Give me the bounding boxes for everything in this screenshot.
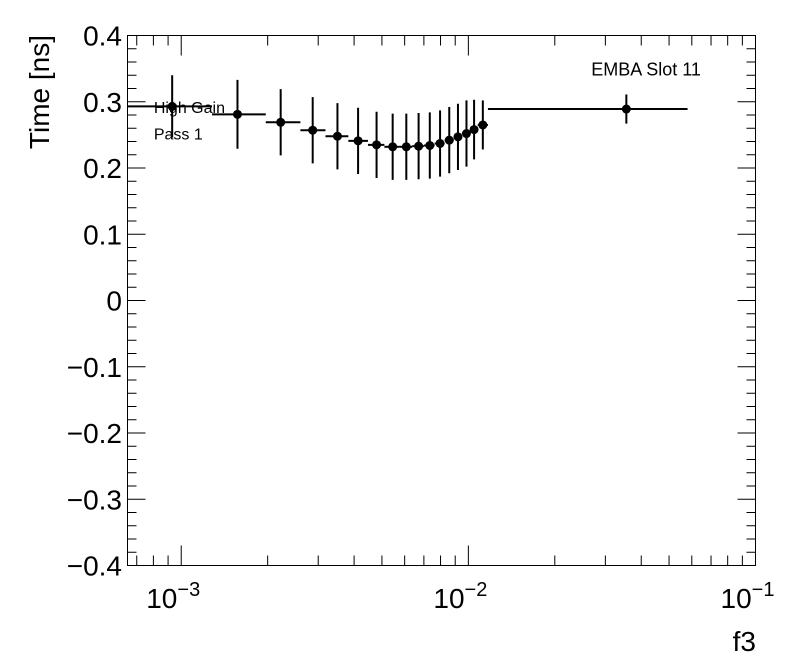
data-point bbox=[332, 131, 342, 141]
y-tick-label: 0 bbox=[106, 286, 122, 317]
data-point bbox=[388, 142, 398, 152]
annotation-text: High Gain bbox=[154, 100, 225, 117]
data-point bbox=[461, 129, 471, 139]
data-series bbox=[127, 75, 688, 180]
x-axis-ticks: 10−3 10−2 10−1 bbox=[136, 35, 775, 614]
y-tick-label: −0.1 bbox=[67, 352, 122, 383]
x-tick-label: 10−1 bbox=[721, 579, 775, 614]
data-point bbox=[444, 135, 454, 145]
x-axis-label: f3 bbox=[733, 626, 756, 657]
data-point bbox=[621, 104, 631, 114]
data-point bbox=[425, 140, 435, 150]
y-tick-label: 0.1 bbox=[83, 219, 122, 250]
y-tick-label: −0.3 bbox=[67, 484, 122, 515]
data-point bbox=[414, 141, 424, 151]
y-axis-ticks: −0.4 −0.3 −0.2 −0.1 0 0.1 0.2 0.3 0.4 bbox=[67, 21, 756, 582]
y-tick-label: −0.2 bbox=[67, 418, 122, 449]
data-point bbox=[276, 117, 286, 127]
data-point bbox=[453, 132, 463, 142]
annotation-text: EMBA Slot 11 bbox=[591, 59, 701, 79]
x-tick-label: 10−3 bbox=[146, 579, 200, 614]
y-tick-label: 0.3 bbox=[83, 87, 122, 118]
data-point bbox=[353, 136, 363, 146]
data-point bbox=[308, 125, 318, 135]
y-tick-label: 0.2 bbox=[83, 153, 122, 184]
annotations: EMBA Slot 11 High Gain Pass 1 bbox=[154, 59, 701, 143]
data-point bbox=[232, 109, 242, 119]
data-point bbox=[478, 120, 488, 130]
data-point bbox=[435, 138, 445, 148]
data-point bbox=[167, 101, 177, 111]
y-tick-label: −0.4 bbox=[67, 551, 122, 582]
y-axis-label: Time [ns] bbox=[24, 35, 55, 149]
x-tick-label: 10−2 bbox=[433, 579, 487, 614]
data-point bbox=[401, 142, 411, 152]
data-point bbox=[372, 140, 382, 150]
data-point bbox=[469, 125, 479, 135]
y-tick-label: 0.4 bbox=[83, 21, 122, 52]
annotation-text: Pass 1 bbox=[154, 127, 203, 144]
